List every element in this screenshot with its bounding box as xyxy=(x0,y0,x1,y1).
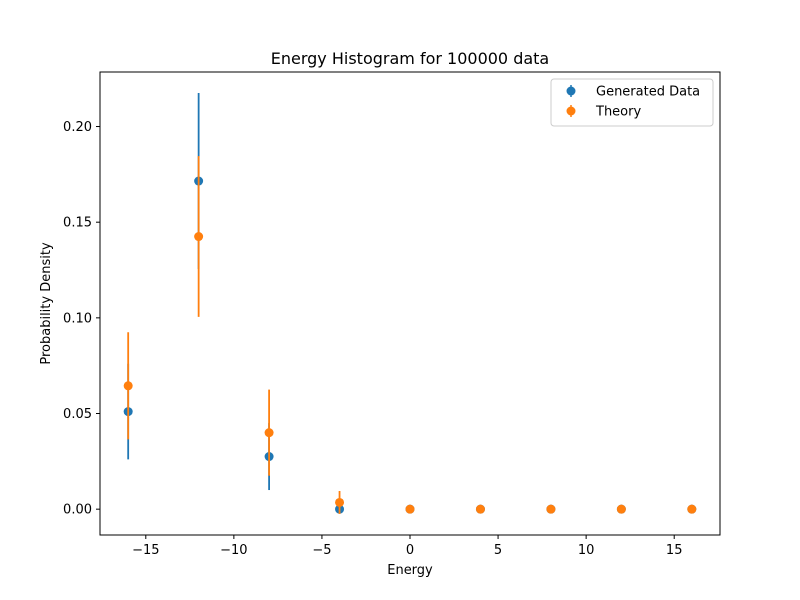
y-tick-label: 0.15 xyxy=(63,216,92,231)
y-tick-label: 0.10 xyxy=(63,311,92,326)
x-tick-label: 15 xyxy=(666,543,683,558)
x-tick-label: −5 xyxy=(312,543,331,558)
data-point-theory xyxy=(335,497,345,507)
legend-label-theory: Theory xyxy=(595,105,641,120)
data-point-theory xyxy=(264,428,274,438)
legend-marker-generated-data xyxy=(566,86,576,96)
y-tick-label: 0.20 xyxy=(63,120,92,135)
y-tick-label: 0.05 xyxy=(63,407,92,422)
axes-frame xyxy=(99,71,721,536)
x-tick-label: −15 xyxy=(132,543,159,558)
data-point-theory xyxy=(687,504,697,514)
legend: Generated Data Theory xyxy=(550,78,714,127)
data-point-theory xyxy=(123,381,133,391)
chart-title: Energy Histogram for 100000 data xyxy=(271,49,549,68)
x-axis-label: Energy xyxy=(387,563,433,578)
series-layer xyxy=(123,93,697,514)
data-point-theory xyxy=(616,504,626,514)
data-point-theory xyxy=(405,504,415,514)
y-tick-label: 0.00 xyxy=(63,503,92,518)
x-tick-label: 0 xyxy=(406,543,414,558)
y-axis-label: Probability Density xyxy=(39,242,54,365)
legend-entry-generated-data: Generated Data xyxy=(566,85,700,100)
data-point-theory xyxy=(546,504,556,514)
plot-area: −15 −10 −5 0 5 10 15 0.00 0.05 0.10 0.15 0.20 xyxy=(63,71,721,558)
data-point-theory xyxy=(194,232,204,242)
data-point-theory xyxy=(475,504,485,514)
legend-entry-theory: Theory xyxy=(566,105,641,120)
tick-marks: −15 −10 −5 0 5 10 15 0.00 0.05 0.10 0.15 0.20 xyxy=(63,120,682,558)
series-theory xyxy=(123,156,697,514)
x-tick-label: 5 xyxy=(494,543,502,558)
x-tick-label: 10 xyxy=(578,543,595,558)
legend-marker-theory xyxy=(566,106,576,116)
legend-box xyxy=(550,78,714,127)
legend-label-generated-data: Generated Data xyxy=(596,85,700,100)
x-tick-label: −10 xyxy=(220,543,247,558)
